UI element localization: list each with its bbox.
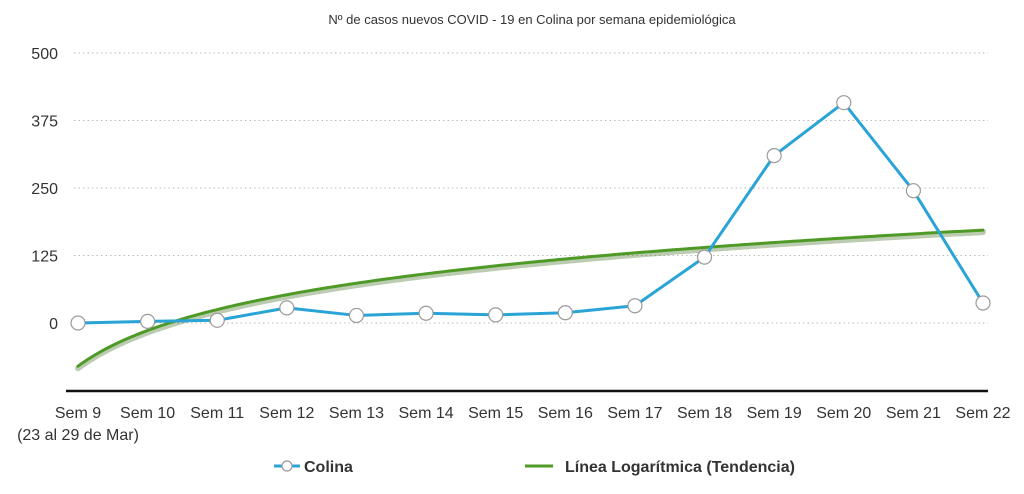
- colina-point[interactable]: [627, 298, 643, 314]
- colina-line: [77, 101, 985, 325]
- x-tick-label: Sem 14: [399, 405, 454, 422]
- y-tick-label: 250: [31, 181, 58, 198]
- legend-colina-marker: [281, 460, 293, 472]
- y-tick-label: 375: [31, 114, 58, 131]
- x-tick-label: Sem 18: [677, 405, 732, 422]
- gridlines: [74, 52, 988, 324]
- x-axis-first-category-note: (23 al 29 de Mar): [17, 427, 139, 444]
- x-tick-label: Sem 10: [120, 405, 175, 422]
- legend-item-colina[interactable]: Colina: [274, 459, 353, 476]
- legend-label-colina: Colina: [304, 459, 353, 476]
- colina-point[interactable]: [209, 312, 225, 328]
- colina-point[interactable]: [488, 307, 504, 323]
- colina-point[interactable]: [766, 148, 782, 164]
- x-tick-label: Sem 11: [190, 405, 244, 422]
- x-tick-label: Sem 20: [816, 405, 871, 422]
- x-tick-label: Sem 19: [747, 405, 802, 422]
- x-tick-label: Sem 9: [55, 405, 101, 422]
- x-tick-label: Sem 17: [607, 405, 662, 422]
- x-tick-label: Sem 22: [955, 405, 1010, 422]
- colina-point[interactable]: [557, 305, 573, 321]
- colina-point[interactable]: [70, 315, 86, 331]
- colina-point[interactable]: [348, 307, 365, 324]
- legend-item-trend[interactable]: Línea Logarítmica (Tendencia): [525, 459, 795, 476]
- x-tick-label: Sem 21: [886, 405, 941, 422]
- y-tick-label: 125: [31, 249, 58, 266]
- trend-line: [76, 228, 985, 368]
- x-tick-label: Sem 15: [468, 405, 523, 422]
- y-tick-label: 0: [49, 316, 58, 333]
- x-tick-label: Sem 13: [329, 405, 384, 422]
- colina-point[interactable]: [418, 305, 434, 321]
- y-axis-ticks: 500 375 250 125 0: [31, 46, 58, 333]
- trend-line-shadow: [75, 229, 986, 372]
- colina-point[interactable]: [975, 295, 991, 311]
- x-tick-label: Sem 16: [538, 405, 593, 422]
- series: [70, 95, 991, 372]
- colina-point[interactable]: [836, 95, 852, 111]
- y-tick-label: 500: [31, 46, 58, 63]
- colina-point[interactable]: [279, 300, 295, 316]
- colina-point[interactable]: [140, 313, 156, 329]
- x-tick-label: Sem 12: [259, 405, 314, 422]
- legend-label-trend: Línea Logarítmica (Tendencia): [565, 459, 795, 476]
- x-axis-ticks: Sem 9 Sem 10 Sem 11 Sem 12 Sem 13 Sem 14 Sem 1…: [55, 405, 1011, 422]
- colina-point[interactable]: [905, 183, 921, 199]
- colina-point[interactable]: [696, 249, 713, 265]
- chart-title: Nº de casos nuevos COVID - 19 en Colina …: [328, 12, 736, 27]
- legend: Colina Línea Logarítmica (Tendencia): [274, 459, 795, 476]
